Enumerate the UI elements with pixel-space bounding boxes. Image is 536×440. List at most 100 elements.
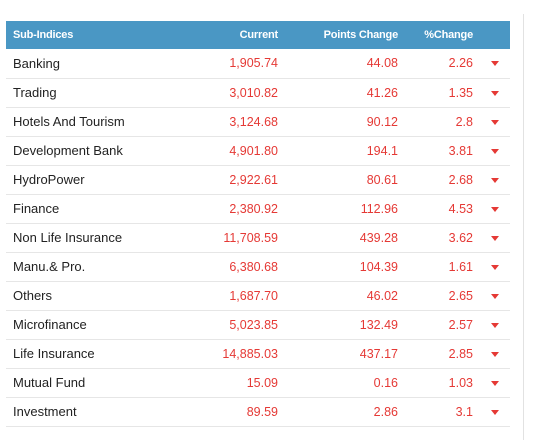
current-value: 15.09 (246, 375, 278, 390)
sub-index-name: Others (13, 288, 53, 303)
trend-cell (473, 339, 510, 368)
trend-cell (473, 194, 510, 223)
pct-change-value: 1.61 (448, 259, 473, 274)
pct-change-value: 2.26 (448, 56, 473, 71)
current-value: 5,023.85 (229, 317, 278, 332)
table-body: Banking 1,905.74 44.08 2.26 Trading 3,010.82 4… (6, 49, 510, 426)
current-value: 6,380.68 (229, 259, 278, 274)
table-row[interactable]: Banking 1,905.74 44.08 2.26 (6, 49, 510, 78)
current-value: 89.59 (246, 404, 278, 419)
points-change-value: 0.16 (373, 375, 398, 390)
trend-cell (473, 107, 510, 136)
table-header-row: Sub-Indices Current Points Change %Chang… (6, 21, 510, 49)
header-pct-change[interactable]: %Change (424, 29, 473, 41)
sub-index-name: Trading (13, 85, 57, 100)
current-value: 3,124.68 (229, 114, 278, 129)
current-value: 1,687.70 (229, 288, 278, 303)
table-row[interactable]: Finance 2,380.92 112.96 4.53 (6, 194, 510, 223)
current-value: 14,885.03 (222, 346, 278, 361)
pct-change-value: 2.8 (455, 114, 473, 129)
current-value: 2,922.61 (229, 172, 278, 187)
caret-down-icon (490, 351, 499, 357)
caret-down-icon (490, 90, 499, 96)
pct-change-value: 2.57 (448, 317, 473, 332)
points-change-value: 194.1 (366, 143, 398, 158)
caret-down-icon (490, 148, 499, 154)
sub-index-name: Hotels And Tourism (13, 114, 125, 129)
points-change-value: 2.86 (373, 404, 398, 419)
trend-cell (473, 368, 510, 397)
points-change-value: 90.12 (366, 114, 398, 129)
pct-change-value: 2.65 (448, 288, 473, 303)
table-row[interactable]: Mutual Fund 15.09 0.16 1.03 (6, 368, 510, 397)
sub-index-name: Finance (13, 201, 60, 216)
table-row[interactable]: Hotels And Tourism 3,124.68 90.12 2.8 (6, 107, 510, 136)
pct-change-value: 2.85 (448, 346, 473, 361)
trend-cell (473, 78, 510, 107)
panel-divider (523, 14, 524, 440)
pct-change-value: 1.35 (448, 85, 473, 100)
trend-cell (473, 397, 510, 426)
current-value: 11,708.59 (223, 230, 278, 245)
caret-down-icon (490, 119, 499, 125)
sub-indices-table: Sub-Indices Current Points Change %Chang… (6, 21, 510, 427)
table-row[interactable]: Life Insurance 14,885.03 437.17 2.85 (6, 339, 510, 368)
table-row[interactable]: Microfinance 5,023.85 132.49 2.57 (6, 310, 510, 339)
header-current[interactable]: Current (239, 29, 279, 41)
pct-change-value: 2.68 (448, 172, 473, 187)
sub-index-name: Non Life Insurance (13, 230, 123, 245)
sub-index-name: Investment (13, 404, 77, 419)
points-change-value: 437.17 (359, 346, 398, 361)
header-sub-indices[interactable]: Sub-Indices (13, 29, 74, 41)
points-change-value: 112.96 (360, 201, 398, 216)
sub-index-name: Banking (13, 55, 60, 71)
trend-cell (473, 49, 510, 78)
table-row[interactable]: HydroPower 2,922.61 80.61 2.68 (6, 165, 510, 194)
caret-down-icon (490, 177, 499, 183)
sub-index-name: Manu.& Pro. (13, 259, 86, 274)
caret-down-icon (490, 61, 499, 67)
pct-change-value: 3.81 (448, 143, 473, 158)
caret-down-icon (490, 380, 499, 386)
caret-down-icon (490, 322, 499, 328)
current-value: 1,905.74 (229, 56, 278, 71)
current-value: 4,901.80 (229, 143, 278, 158)
sub-index-name: Mutual Fund (13, 375, 86, 390)
trend-cell (473, 310, 510, 339)
trend-cell (473, 252, 510, 281)
current-value: 3,010.82 (229, 85, 278, 100)
trend-cell (473, 165, 510, 194)
points-change-value: 132.49 (359, 317, 398, 332)
trend-cell (473, 281, 510, 310)
pct-change-value: 4.53 (448, 201, 473, 216)
pct-change-value: 1.03 (448, 375, 473, 390)
points-change-value: 80.61 (366, 172, 398, 187)
table-row[interactable]: Non Life Insurance 11,708.59 439.28 3.62 (6, 223, 510, 252)
table-row[interactable]: Manu.& Pro. 6,380.68 104.39 1.61 (6, 252, 510, 281)
sub-index-name: Microfinance (13, 317, 87, 332)
header-trend (473, 21, 510, 49)
table-row[interactable]: Trading 3,010.82 41.26 1.35 (6, 78, 510, 107)
pct-change-value: 3.62 (448, 230, 473, 245)
points-change-value: 46.02 (366, 288, 398, 303)
sub-index-name: HydroPower (13, 172, 85, 187)
points-change-value: 41.26 (366, 85, 398, 100)
caret-down-icon (490, 293, 499, 299)
table-row[interactable]: Others 1,687.70 46.02 2.65 (6, 281, 510, 310)
table-row[interactable]: Investment 89.59 2.86 3.1 (6, 397, 510, 426)
trend-cell (473, 136, 510, 165)
points-change-value: 439.28 (359, 230, 398, 245)
table-header: Sub-Indices Current Points Change %Chang… (6, 21, 510, 49)
caret-down-icon (490, 264, 499, 270)
caret-down-icon (490, 235, 499, 241)
points-change-value: 44.08 (366, 56, 398, 71)
sub-index-name: Development Bank (13, 143, 123, 158)
caret-down-icon (490, 206, 499, 212)
trend-cell (473, 223, 510, 252)
table-row[interactable]: Development Bank 4,901.80 194.1 3.81 (6, 136, 510, 165)
pct-change-value: 3.1 (455, 404, 473, 419)
caret-down-icon (490, 409, 499, 415)
sub-index-name: Life Insurance (13, 346, 95, 361)
header-points-change[interactable]: Points Change (323, 29, 399, 41)
